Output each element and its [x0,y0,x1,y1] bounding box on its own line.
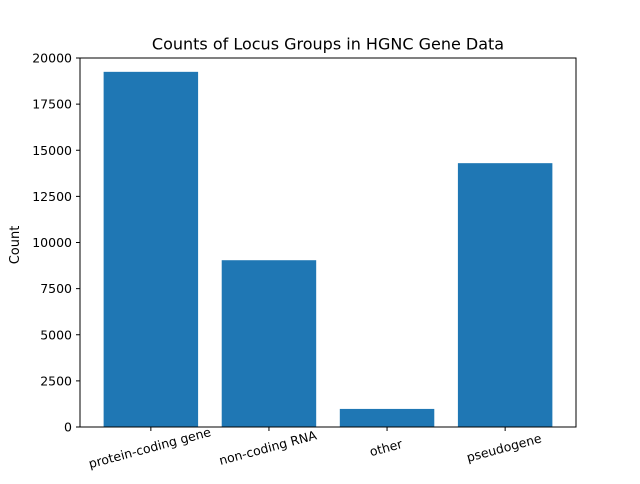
y-tick-label: 0 [64,420,72,435]
y-tick-label: 15000 [32,143,72,158]
y-axis-ticks: 0 2500 5000 7500 10000 12500 15000 17500 20000 [32,51,80,435]
bar-protein-coding-gene [103,71,199,427]
chart-title: Counts of Locus Groups in HGNC Gene Data [152,35,504,54]
y-tick-label: 7500 [40,281,72,296]
y-tick-label: 20000 [32,51,72,66]
bar-other [339,408,435,427]
bar-pseudogene [457,163,553,428]
y-tick-label: 17500 [32,97,72,112]
y-tick-label: 2500 [40,373,72,388]
bar-non-coding-rna [221,260,317,427]
plot-area-frame [79,57,577,428]
y-tick-label: 5000 [40,327,72,342]
y-axis-label: Count [8,226,23,265]
y-tick-label: 12500 [32,189,72,204]
bars-layer [103,71,553,428]
y-tick-label: 10000 [32,235,72,250]
